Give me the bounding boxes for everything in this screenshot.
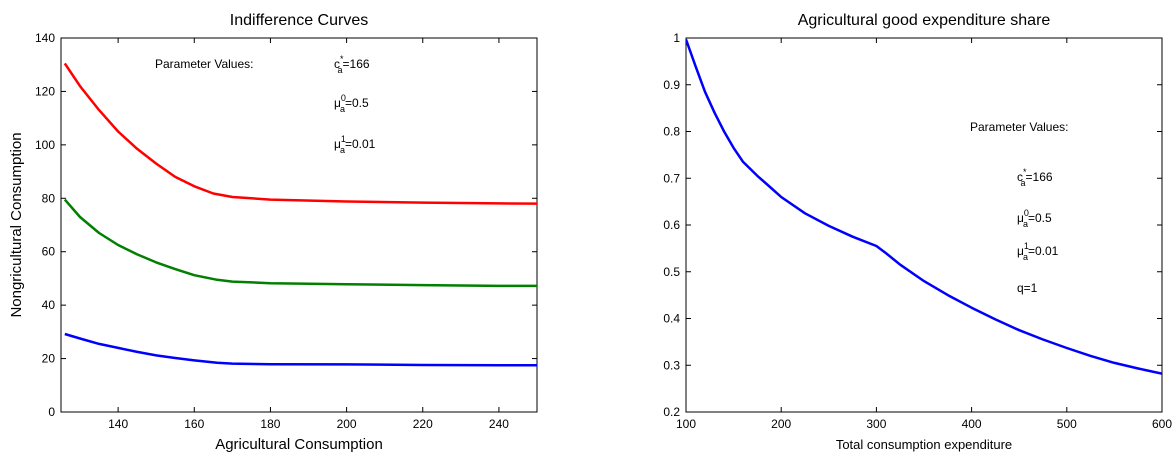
annotation-superscript: * (1023, 167, 1027, 177)
y-tick-label: 0.3 (663, 358, 680, 372)
annotation-superscript: 0 (1024, 208, 1029, 218)
annotation-subscript: a (1023, 219, 1028, 229)
annotation-subscript: a (1021, 178, 1026, 188)
annotation-superscript: 1 (1024, 241, 1029, 251)
y-tick-label: 80 (42, 191, 56, 205)
annotation-superscript: * (340, 54, 344, 64)
series-line-1 (686, 38, 1162, 375)
x-tick-label: 100 (676, 417, 696, 431)
y-tick-label: 0.7 (663, 171, 680, 185)
x-tick-label: 160 (184, 417, 204, 431)
x-tick-label: 180 (260, 417, 280, 431)
x-tick-label: 500 (1057, 417, 1077, 431)
annotation-value: =166 (343, 57, 370, 71)
y-tick-label: 0.8 (663, 125, 680, 139)
plot-frame (685, 37, 1163, 413)
y-tick-label: 0.6 (663, 218, 680, 232)
y-tick-label: 0.5 (663, 265, 680, 279)
x-tick-label: 220 (413, 417, 433, 431)
annotation-value: =0.5 (1028, 211, 1052, 225)
x-tick-label: 600 (1152, 417, 1172, 431)
x-tick-label: 200 (337, 417, 357, 431)
annotation-heading: Parameter Values: (970, 120, 1069, 134)
annotation-symbol: μ (334, 137, 341, 151)
annotation-symbol: c (1017, 170, 1023, 184)
x-tick-label: 200 (771, 417, 791, 431)
x-tick-label: 400 (962, 417, 982, 431)
annotation-subscript: a (340, 104, 345, 114)
annotation-value: =0.01 (1028, 244, 1059, 258)
y-tick-label: 40 (42, 298, 56, 312)
annotation-line: c* a=166 (1017, 167, 1053, 188)
annotation-line: μ0 a=0.5 (334, 93, 369, 114)
annotation-superscript: 0 (341, 93, 346, 103)
x-axis-label: Total consumption expenditure (836, 437, 1012, 452)
plot-frame (60, 37, 538, 413)
annotation-line: q=1 (1017, 281, 1038, 295)
annotation-value: =0.5 (345, 96, 369, 110)
annotation-value: =166 (1026, 170, 1053, 184)
y-axis-label: Nongricultural Consumption (8, 132, 25, 317)
annotation-symbol: c (334, 57, 340, 71)
annotation-symbol: μ (334, 96, 341, 110)
series-line-1 (63, 62, 537, 205)
y-tick-label: 1 (673, 31, 680, 45)
annotation-symbol: μ (1017, 211, 1024, 225)
x-tick-label: 300 (866, 417, 886, 431)
annotation-superscript: 1 (341, 134, 346, 144)
y-tick-label: 20 (42, 352, 56, 366)
series-line-2 (63, 198, 537, 288)
y-tick-label: 0 (48, 405, 55, 419)
y-tick-label: 120 (35, 84, 55, 98)
annotation-symbol: q=1 (1017, 281, 1038, 295)
y-tick-label: 100 (35, 138, 55, 152)
annotation-subscript: a (1023, 252, 1028, 262)
annotation-line: μ1 a=0.01 (334, 134, 376, 155)
annotation-line: c* a=166 (334, 54, 370, 75)
y-tick-label: 60 (42, 245, 56, 259)
chart-2: 100 200 300 400 500 600 0.2 0.3 0.4 0.5 0.6 0.7 0.8 0… (663, 12, 1172, 452)
annotation-heading: Parameter Values: (155, 57, 254, 71)
annotation-symbol: μ (1017, 244, 1024, 258)
x-axis-label: Agricultural Consumption (215, 436, 383, 453)
y-tick-label: 140 (35, 31, 55, 45)
annotation-subscript: a (340, 145, 345, 155)
annotation-line: μ1 a=0.01 (1017, 241, 1059, 262)
x-tick-label: 240 (489, 417, 509, 431)
annotation-subscript: a (338, 65, 343, 75)
chart-1: 140 160 180 200 220 240 0 20 40 60 80 100 120 140 Indi… (8, 12, 538, 453)
y-tick-label: 0.9 (663, 78, 680, 92)
annotation-value: =0.01 (345, 137, 376, 151)
series-line-3 (64, 332, 537, 367)
y-tick-label: 0.2 (663, 405, 680, 419)
x-tick-label: 140 (108, 417, 128, 431)
chart-title: Indifference Curves (230, 12, 368, 29)
annotation-line: μ0 a=0.5 (1017, 208, 1052, 229)
y-tick-label: 0.4 (663, 312, 680, 326)
chart-title: Agricultural good expenditure share (798, 12, 1051, 29)
